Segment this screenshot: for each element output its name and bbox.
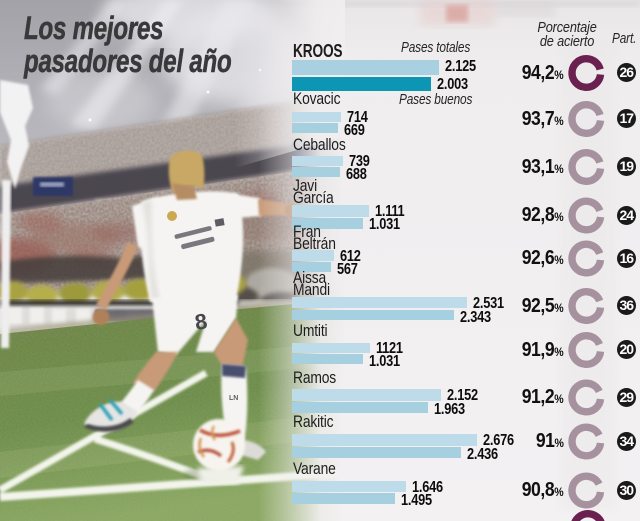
svg-text:8: 8: [193, 308, 209, 334]
svg-text:LN: LN: [229, 395, 238, 402]
